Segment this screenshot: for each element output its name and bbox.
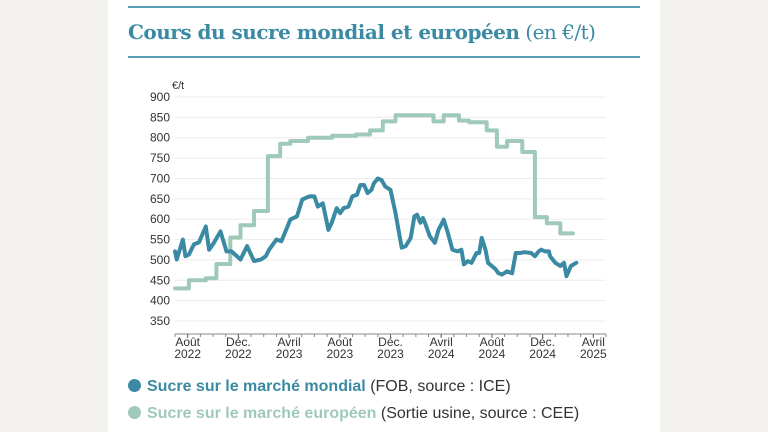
x-tick-label: 2024	[479, 347, 506, 361]
x-tick-label: Août	[327, 335, 352, 349]
y-tick-label: 450	[150, 273, 170, 287]
y-axis-label: €/t	[172, 80, 184, 92]
top-rule	[128, 6, 640, 8]
title-rule	[128, 56, 640, 58]
y-tick-label: 700	[150, 171, 170, 185]
legend-label-mondial: Sucre sur le marché mondial	[147, 378, 366, 395]
x-tick-label: 2024	[529, 347, 556, 361]
legend-dot-europeen	[128, 406, 141, 419]
x-tick-label: Déc.	[226, 335, 251, 349]
series-line-mondial	[173, 176, 579, 279]
x-tick-label: 2023	[326, 347, 353, 361]
y-tick-label: 400	[150, 294, 170, 308]
y-tick-label: 750	[150, 151, 170, 165]
x-tick-label: Avril	[430, 335, 453, 349]
x-tick-label: Avril	[582, 335, 605, 349]
x-tick-label: 2022	[225, 347, 252, 361]
y-tick-label: 550	[150, 233, 170, 247]
legend-label-europeen: Sucre sur le marché européen	[147, 405, 377, 422]
legend-note-mondial: (FOB, source : ICE)	[370, 378, 511, 395]
x-tick-label: 2022	[174, 347, 201, 361]
x-tick-label: 2025	[580, 347, 607, 361]
x-tick-label: Déc.	[378, 335, 403, 349]
title-main: Cours du sucre mondial et européen	[128, 20, 520, 44]
x-tick-label: Déc.	[530, 335, 555, 349]
title-unit: (en €/t)	[525, 20, 596, 44]
y-tick-label: 500	[150, 253, 170, 267]
y-tick-label: 850	[150, 110, 170, 124]
series-line-europeen	[173, 113, 575, 291]
x-tick-label: 2023	[276, 347, 303, 361]
chart-title: Cours du sucre mondial et européen (en €…	[128, 20, 596, 44]
x-tick-label: Avril	[278, 335, 301, 349]
legend-dot-mondial	[128, 379, 141, 392]
x-tick-label: Août	[480, 335, 505, 349]
x-tick-label: Août	[175, 335, 200, 349]
y-tick-label: 350	[150, 314, 170, 328]
legend-item-europeen: Sucre sur le marché européen (Sortie usi…	[128, 405, 579, 423]
y-tick-label: 800	[150, 131, 170, 145]
x-tick-label: 2023	[377, 347, 404, 361]
legend-note-europeen: (Sortie usine, source : CEE)	[380, 405, 580, 422]
legend-item-mondial: Sucre sur le marché mondial (FOB, source…	[128, 378, 511, 396]
chart-card	[108, 0, 660, 432]
y-tick-label: 600	[150, 212, 170, 226]
y-tick-label: 650	[150, 192, 170, 206]
y-tick-label: 900	[150, 90, 170, 104]
x-tick-label: 2024	[428, 347, 455, 361]
